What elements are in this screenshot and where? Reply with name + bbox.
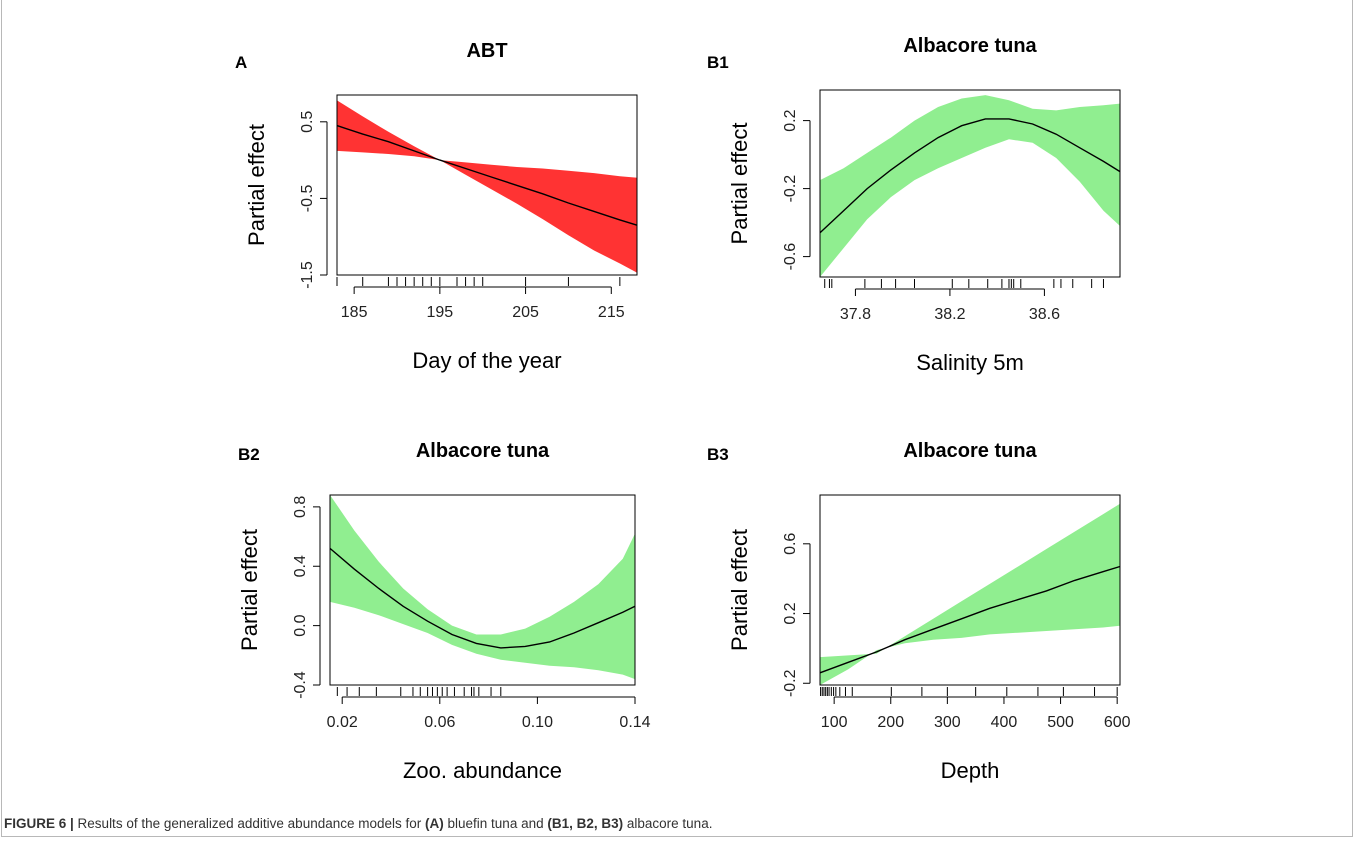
- x-tick-label: 0.06: [424, 714, 455, 731]
- y-tick-label: 0.6: [782, 533, 799, 555]
- y-tick-label: -0.4: [292, 671, 309, 699]
- y-tick-label: 0.2: [782, 109, 799, 131]
- chart-panel-b2: B2 Albacore tuna 0.02 0.06 0.10 0.14 -0.4 0.0 0.…: [237, 440, 651, 783]
- plot-area-border: [329, 494, 636, 686]
- chart-title: Albacore tuna: [903, 440, 1037, 462]
- fitted-line: [819, 118, 1121, 234]
- x-axis-label: Salinity 5m: [916, 350, 1024, 375]
- chart-title: ABT: [466, 40, 507, 62]
- y-tick-label: -0.2: [782, 669, 799, 697]
- confidence-band: [820, 503, 1120, 685]
- chart-title: Albacore tuna: [903, 35, 1037, 57]
- caption-bold-1: (A): [425, 816, 444, 831]
- confidence-band: [820, 95, 1120, 277]
- y-tick-label: -0.5: [299, 185, 316, 213]
- x-tick-label: 200: [877, 714, 904, 731]
- y-tick-label: 0.2: [782, 602, 799, 624]
- figure-caption: FIGURE 6 | Results of the generalized ad…: [4, 816, 1344, 831]
- y-tick-label: -1.5: [299, 261, 316, 289]
- x-tick-label: 0.10: [522, 714, 553, 731]
- figure-canvas: A ABT 185 195 205 215 -1.5 -0.5 0.5 Day of the ye…: [235, 35, 1131, 783]
- y-axis-label: Partial effect: [244, 124, 269, 246]
- x-tick-label: 300: [934, 714, 961, 731]
- y-tick-label: -0.6: [782, 243, 799, 271]
- plot-area-border: [336, 94, 638, 276]
- panel-letter: B1: [707, 53, 729, 72]
- x-tick-label: 195: [427, 304, 454, 321]
- x-tick-label: 215: [598, 304, 625, 321]
- x-tick-label: 38.2: [934, 306, 965, 323]
- chart-panel-b3: B3 Albacore tuna 100 200 300 400 500 600 -0.2 0.2…: [707, 440, 1131, 783]
- x-tick-label: 205: [512, 304, 539, 321]
- y-tick-label: 0.8: [292, 496, 309, 518]
- y-tick-label: 0.4: [292, 555, 309, 577]
- fitted-line: [819, 565, 1121, 674]
- y-axis-label: Partial effect: [727, 123, 752, 245]
- y-axis-label: Partial effect: [237, 529, 262, 651]
- x-tick-label: 600: [1104, 714, 1131, 731]
- caption-figure-number: FIGURE 6 |: [4, 816, 74, 831]
- confidence-band: [337, 100, 637, 273]
- fitted-line: [329, 547, 636, 649]
- x-tick-label: 185: [341, 304, 368, 321]
- plot-area-border: [819, 89, 1121, 278]
- caption-text-3: albacore tuna.: [623, 816, 713, 831]
- caption-text-1: Results of the generalized additive abun…: [73, 816, 426, 831]
- x-axis-label: Depth: [941, 758, 1000, 783]
- x-tick-label: 0.14: [619, 714, 650, 731]
- confidence-band: [330, 495, 635, 680]
- x-tick-label: 400: [991, 714, 1018, 731]
- chart-panel-b1: B1 Albacore tuna 37.8 38.2 38.6 -0.6 -0.2 0.2 Sa…: [707, 35, 1121, 375]
- caption-text-2: bluefin tuna and: [443, 816, 548, 831]
- fitted-line: [336, 124, 638, 226]
- x-tick-label: 500: [1047, 714, 1074, 731]
- x-tick-label: 100: [821, 714, 848, 731]
- y-tick-label: 0.0: [292, 614, 309, 636]
- panel-letter: B2: [238, 445, 260, 464]
- caption-bold-2: (B1, B2, B3): [547, 816, 624, 831]
- x-axis-label: Zoo. abundance: [403, 758, 562, 783]
- y-tick-label: 0.5: [299, 111, 316, 133]
- x-tick-label: 0.02: [327, 714, 358, 731]
- y-axis-label: Partial effect: [727, 529, 752, 651]
- x-axis-label: Day of the year: [412, 348, 561, 373]
- chart-title: Albacore tuna: [416, 440, 550, 462]
- panel-letter: B3: [707, 445, 729, 464]
- plot-area-border: [819, 494, 1121, 686]
- y-tick-label: -0.2: [782, 175, 799, 203]
- x-tick-label: 37.8: [840, 306, 871, 323]
- x-tick-label: 38.6: [1029, 306, 1060, 323]
- chart-panel-a: A ABT 185 195 205 215 -1.5 -0.5 0.5 Day of the ye…: [235, 40, 638, 373]
- panel-letter: A: [235, 53, 247, 72]
